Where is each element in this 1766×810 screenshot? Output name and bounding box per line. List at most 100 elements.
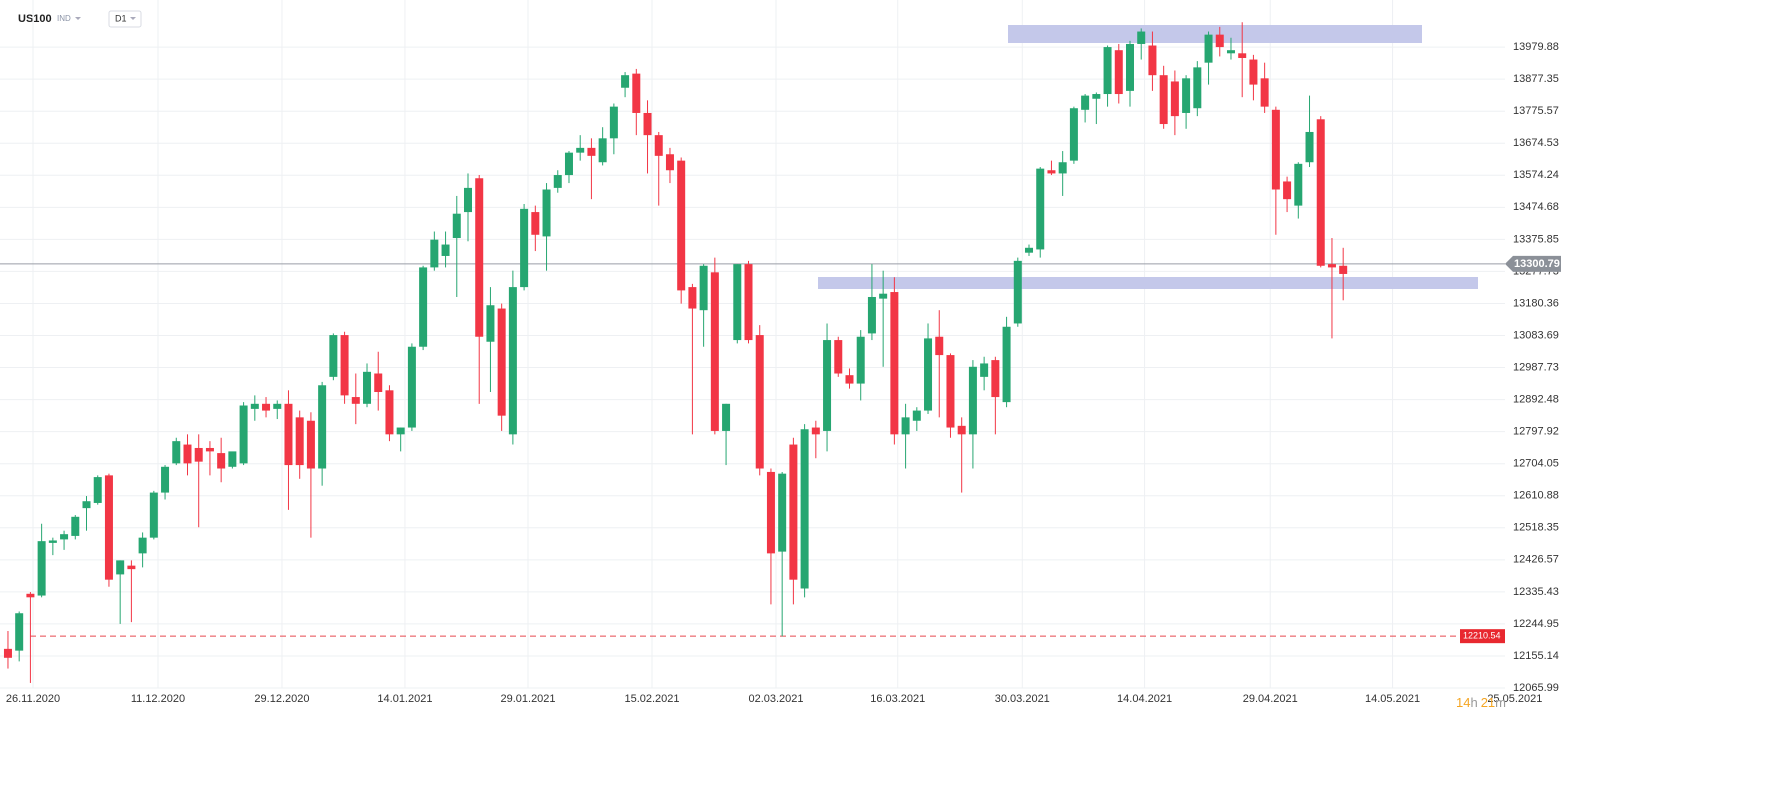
candle-body (1058, 162, 1067, 174)
candle-body (1193, 67, 1202, 109)
y-tick-label: 13083.69 (1513, 329, 1559, 341)
y-tick-label: 12065.99 (1513, 682, 1559, 694)
candle-body (116, 560, 125, 575)
candle-body (363, 371, 372, 404)
y-tick-label: 12797.92 (1513, 426, 1559, 438)
candle-body (329, 335, 338, 377)
y-tick-label: 12244.95 (1513, 618, 1559, 630)
last-price-pointer (1505, 255, 1561, 272)
candle-body (1249, 59, 1258, 85)
candle-body (1260, 78, 1269, 107)
last-price-label: 13300.79 (1514, 258, 1560, 270)
candle-body (295, 417, 304, 466)
candle-body (1170, 81, 1179, 117)
candle-body (1137, 31, 1146, 44)
candle-body (1294, 163, 1303, 206)
x-tick-label: 29.04.2021 (1243, 693, 1298, 705)
candle-body (800, 429, 809, 589)
candle-body (946, 355, 955, 428)
candle-body (1159, 75, 1168, 125)
instrument-type[interactable]: IND (57, 14, 71, 23)
x-tick-label: 29.12.2020 (254, 693, 309, 705)
candle-body (497, 308, 506, 416)
y-tick-label: 12892.48 (1513, 394, 1559, 406)
timer-minutes: 21 (1481, 695, 1495, 710)
y-tick-label: 12610.88 (1513, 490, 1559, 502)
candle-body (1036, 168, 1045, 250)
candle-body (374, 373, 383, 393)
dropdown-arrow (75, 17, 81, 20)
candle-body (856, 336, 865, 384)
candle-body (564, 152, 573, 176)
candle-body (789, 444, 798, 580)
candle-body (1204, 34, 1213, 63)
candle-body (531, 212, 540, 235)
timeframe-box[interactable] (108, 10, 142, 28)
candle-body (26, 593, 35, 598)
x-tick-label: 29.01.2021 (500, 693, 555, 705)
candle-body (542, 189, 551, 237)
candle-body (1069, 108, 1078, 161)
candle-body (1125, 43, 1134, 91)
y-tick-label: 13877.35 (1513, 73, 1559, 85)
candle-body (183, 444, 192, 464)
y-tick-label: 13674.53 (1513, 137, 1559, 149)
candle-body (430, 239, 439, 268)
candle-body (194, 447, 203, 462)
candle-body (520, 208, 529, 288)
timeframe[interactable]: D1 (115, 13, 127, 23)
candle-body (463, 187, 472, 213)
candle-body (1092, 94, 1101, 99)
candle-body (419, 267, 428, 347)
candle-body (823, 340, 832, 431)
candle-body (138, 537, 147, 554)
timer-hours: 14 (1456, 695, 1470, 710)
support-zone[interactable] (818, 277, 1478, 289)
candle-body (104, 475, 113, 580)
candle-body (665, 154, 674, 171)
y-tick-label: 12335.43 (1513, 586, 1559, 598)
y-tick-label: 12155.14 (1513, 650, 1559, 662)
candle-body (867, 296, 876, 334)
candle-body (598, 138, 607, 163)
y-tick-label: 12987.73 (1513, 361, 1559, 373)
reference-label-box (1460, 629, 1505, 644)
dropdown-arrow (130, 17, 136, 20)
candle-body (1103, 47, 1112, 95)
candle-body (475, 178, 484, 337)
candle-body (351, 397, 360, 404)
x-tick-label: 15.02.2021 (624, 693, 679, 705)
candle-body (71, 516, 80, 536)
candle-body (1226, 50, 1235, 54)
candle-body (1305, 131, 1314, 163)
candle-body (15, 613, 24, 651)
candle-body (834, 340, 843, 374)
candle-body (149, 492, 158, 538)
candle-body (1316, 119, 1325, 266)
candle-body (935, 336, 944, 356)
x-tick-label: 16.03.2021 (870, 693, 925, 705)
symbol: US100 (18, 13, 52, 25)
candle-body (396, 427, 405, 435)
resistance-zone[interactable] (1008, 25, 1422, 43)
candle-body (385, 390, 394, 435)
x-tick-label: 25.05.2021 (1487, 693, 1542, 705)
candle-body (1271, 109, 1280, 190)
candle-body (901, 417, 910, 435)
candle-body (1025, 247, 1034, 253)
candle-body (441, 244, 450, 256)
candle-body (755, 335, 764, 469)
candle-body (957, 425, 966, 435)
reference-label: 12210.54 (1463, 631, 1501, 641)
timer-minutes-unit: m (1495, 695, 1506, 710)
candle-body (722, 403, 731, 431)
x-tick-label: 30.03.2021 (995, 693, 1050, 705)
candle-body (239, 405, 248, 464)
candle-body (968, 366, 977, 435)
candle-body (576, 147, 585, 153)
y-tick-label: 12426.57 (1513, 554, 1559, 566)
candle-body (991, 360, 1000, 398)
candle-body (48, 540, 57, 543)
timer-hours-unit: h (1470, 695, 1477, 710)
